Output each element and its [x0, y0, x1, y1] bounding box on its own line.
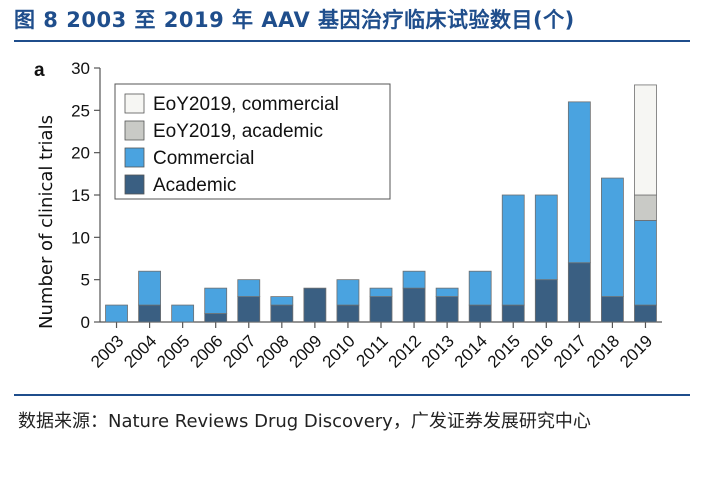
bar-segment-academic: [534, 279, 558, 323]
bar-segment-academic: [270, 304, 294, 323]
bar-segment-academic: [435, 296, 459, 323]
bar-segment-commercial: [634, 219, 657, 306]
y-tick-label: 20: [71, 144, 90, 163]
bar-segment-academic: [634, 304, 657, 323]
figure-title: 图 8 2003 至 2019 年 AAV 基因治疗临床试验数目(个): [14, 8, 575, 32]
bar-segment-commercial: [501, 194, 525, 306]
bar-segment-commercial: [435, 287, 459, 297]
bars: [105, 84, 657, 323]
bar-segment-academic: [303, 287, 327, 323]
bar-segment-academic: [501, 304, 525, 323]
x-tick-label: 2011: [353, 331, 392, 370]
x-tick-label: 2010: [319, 331, 359, 371]
legend: EoY2019, commercial EoY2019, academic Comm…: [114, 83, 391, 200]
x-tick-label: 2013: [418, 331, 458, 371]
bar-segment-commercial: [567, 101, 591, 264]
title-rule: [14, 40, 690, 42]
source-note: 数据来源：Nature Reviews Drug Discovery，广发证券发…: [18, 411, 591, 432]
bar-segment-commercial: [534, 194, 558, 281]
x-tick-label: 2012: [385, 331, 425, 371]
x-tick-label: 2018: [583, 331, 623, 371]
bar-segment-commercial: [336, 279, 360, 306]
x-tick-label: 2003: [87, 331, 127, 371]
x-tick-label: 2004: [120, 331, 160, 371]
bar-segment-academic: [369, 296, 393, 323]
bar-segment-commercial: [468, 270, 492, 306]
x-tick-label: 2007: [219, 331, 259, 371]
y-tick-label: 25: [71, 101, 90, 120]
legend-label: Academic: [153, 175, 236, 196]
bar-segment-academic: [204, 313, 228, 323]
x-tick-label: 2005: [153, 331, 193, 371]
bar-segment-commercial: [270, 296, 294, 306]
legend-box: [114, 83, 391, 200]
y-tick-label: 10: [71, 228, 90, 247]
x-tick-label: 2014: [451, 331, 491, 371]
legend-swatch: [124, 93, 145, 114]
bar-segment-academic: [567, 262, 591, 323]
y-tick-label: 30: [71, 59, 90, 78]
bar-segment-academic: [402, 287, 426, 323]
source-rule: [14, 394, 690, 396]
legend-swatch: [124, 147, 145, 168]
x-tick-label: 2009: [286, 331, 326, 371]
bar-segment-academic: [468, 304, 492, 323]
bar-segment-academic: [601, 296, 624, 323]
y-tick-label: 15: [71, 186, 90, 205]
bar-segment-commercial: [204, 287, 228, 314]
x-tick-label: 2006: [186, 331, 226, 371]
stacked-bar-chart: a Number of clinical trials 0 5 10 15 20 25 30…: [34, 59, 662, 372]
bar-segment-commercial: [138, 270, 161, 306]
bar-segment-commercial: [402, 270, 426, 289]
bar-segment-academic: [237, 296, 261, 323]
bar-segment-eoy-commercial: [634, 84, 657, 196]
legend-swatch: [124, 174, 145, 195]
bar-segment-commercial: [237, 279, 261, 298]
bar-segment-academic: [138, 304, 161, 323]
panel-label: a: [34, 60, 45, 81]
bar-segment-commercial: [369, 287, 393, 297]
y-tick-label: 5: [81, 271, 90, 290]
x-tick-label: 2015: [484, 331, 524, 371]
legend-swatch: [124, 120, 145, 141]
x-tick-label: 2016: [517, 331, 557, 371]
x-tick-label: 2008: [252, 331, 292, 371]
legend-label: EoY2019, commercial: [153, 94, 339, 115]
y-axis-label: Number of clinical trials: [36, 115, 57, 329]
x-tick-label: 2017: [550, 331, 590, 371]
bar-segment-commercial: [601, 177, 624, 297]
y-tick-label: 0: [81, 313, 90, 332]
bar-segment-eoy-academic: [634, 194, 657, 221]
x-tick-label: 2019: [616, 331, 656, 371]
legend-label: Commercial: [153, 148, 254, 169]
bar-segment-academic: [336, 304, 360, 323]
bar-segment-commercial: [105, 304, 128, 323]
bar-segment-commercial: [171, 304, 195, 323]
legend-label: EoY2019, academic: [153, 121, 323, 142]
